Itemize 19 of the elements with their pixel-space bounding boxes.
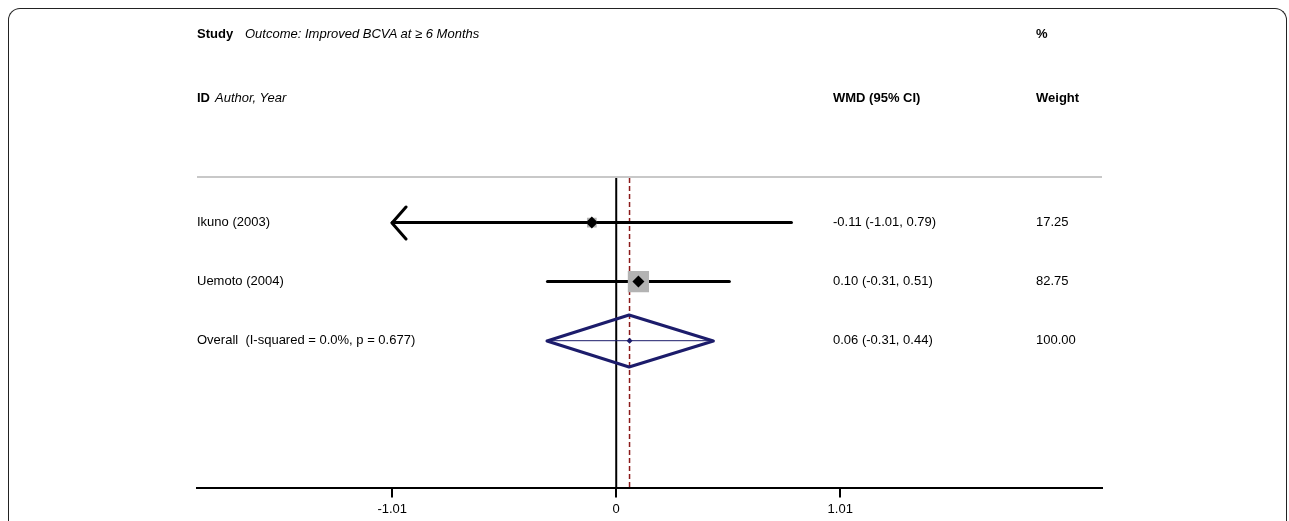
annotation: 82.75	[1036, 273, 1069, 289]
annotation: 17.25	[1036, 214, 1069, 230]
text: WMD (95% CI)	[833, 90, 921, 105]
annotation: -0.11 (-1.01, 0.79)	[833, 214, 937, 230]
text: Weight	[1036, 90, 1080, 105]
x-tick-label: 1.01	[827, 500, 853, 516]
y-tick-label: Ikuno (2003)	[197, 214, 270, 230]
annotation: 0.10 (-0.31, 0.51)	[833, 273, 933, 289]
chart-title: Outcome: Improved BCVA at ≥ 6 Months	[245, 26, 480, 41]
x-tick-label: -1.01	[377, 500, 408, 516]
y-tick-label: Uemoto (2004)	[197, 273, 284, 289]
text: Study	[197, 26, 234, 41]
x-tick-label: 0	[612, 500, 620, 516]
text: %	[1036, 26, 1048, 41]
annotation: 100.00	[1036, 332, 1076, 348]
text: ID	[197, 90, 210, 105]
text: Author, Year	[215, 90, 287, 105]
annotation: 0.06 (-0.31, 0.44)	[833, 332, 933, 348]
y-tick-label: Overall (I-squared = 0.0%, p = 0.677)	[197, 332, 416, 348]
